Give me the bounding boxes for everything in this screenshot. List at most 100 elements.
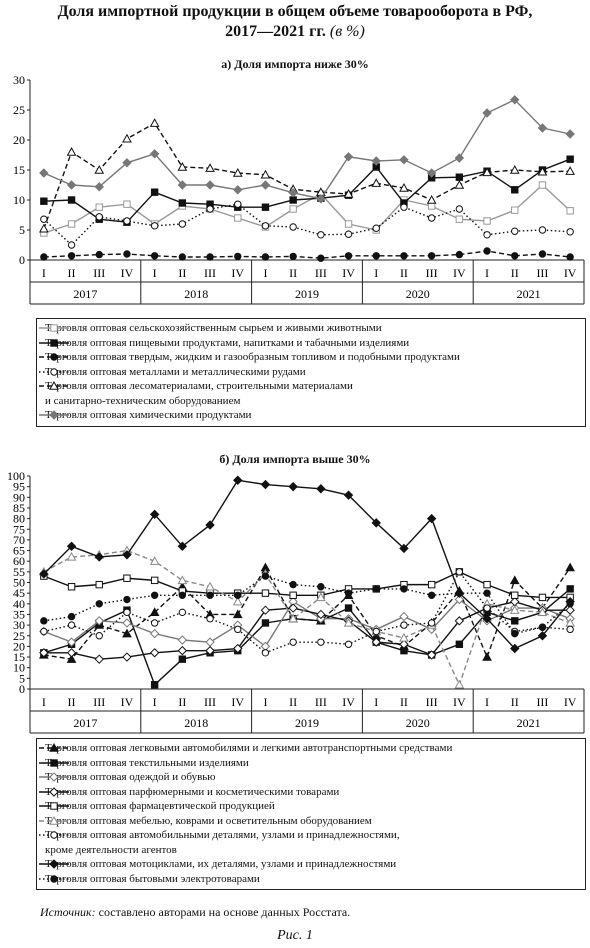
chart-a-series-3-point xyxy=(234,252,242,261)
chart-a-series-2-point xyxy=(511,186,519,194)
chart-a-quarter-label: IV xyxy=(121,266,134,280)
chart-a-series-5-point xyxy=(482,167,492,177)
chart-b-legend-marker xyxy=(50,802,58,810)
chart-a-series-3-line xyxy=(43,250,571,259)
chart-b-quarter-label: II xyxy=(178,695,186,709)
chart-title-years: 2017—2021 гг. xyxy=(225,23,326,40)
chart-b-series-7-point xyxy=(150,619,159,627)
chart-b-series-7-point xyxy=(123,608,131,617)
chart-a-series-5-point xyxy=(149,118,160,127)
chart-b-legend-marker xyxy=(50,831,58,839)
chart-b-series-7-point xyxy=(483,604,491,612)
chart-b-y-tick-label: 65 xyxy=(13,544,25,558)
chart-a-legend-label-text: Торговля оптовая твердым, жидким и газоо… xyxy=(45,351,460,363)
chart-b-legend-item: Торговля оптовая мотоциклами, их деталям… xyxy=(39,857,581,872)
chart-b-y-tick-label: 55 xyxy=(13,565,25,579)
chart-b-series-1-point xyxy=(66,654,77,663)
chart-a-series-5-line xyxy=(43,122,571,230)
chart-a-series-4-point xyxy=(178,220,187,228)
chart-a-legend-label-text: Торговля оптовая пищевыми продуктами, на… xyxy=(45,336,410,349)
chart-b-legend-label: Торговля оптовая текстильными изделиями xyxy=(41,756,581,771)
chart-a-y-tick-label: 25 xyxy=(13,103,25,117)
chart-a-legend-symbol xyxy=(39,410,69,420)
chart-b-legend-item: Торговля оптовая мебелью, коврами и осве… xyxy=(39,814,581,829)
source-note: Источник: составлено авторами на основе … xyxy=(40,905,350,920)
chart-a-series-1-point xyxy=(455,215,464,223)
chart-b-legend-marker xyxy=(49,786,59,797)
chart-a-series-4-point xyxy=(95,213,103,221)
chart-a-series-1-point xyxy=(123,200,131,208)
chart-a-series-6-point xyxy=(288,188,298,198)
chart-a-series-2-point xyxy=(455,173,464,181)
chart-b-series-8-point xyxy=(205,520,215,530)
chart-a-year-label: 2021 xyxy=(517,287,541,301)
chart-b-series-7-point xyxy=(261,649,270,657)
chart-b-quarter-label: IV xyxy=(564,695,577,709)
chart-b-series-9-point xyxy=(261,572,270,580)
chart-b-series-2-point xyxy=(566,585,574,593)
chart-a-series-6-point xyxy=(482,108,492,118)
chart-b-y-tick-label: 85 xyxy=(13,501,25,515)
chart-b-series-5-point xyxy=(123,574,131,582)
chart-b-series-9-point xyxy=(95,600,103,608)
chart-a-series-6-point xyxy=(233,185,243,195)
chart-b-series-8-point xyxy=(149,509,160,520)
chart-a-series-5-point xyxy=(537,166,548,176)
chart-a-y-tick-label: 15 xyxy=(13,163,25,177)
chart-b-series-8-point xyxy=(177,541,188,551)
chart-b-series-6-point xyxy=(177,575,188,585)
chart-b-quarter-label: III xyxy=(426,695,438,709)
chart-a-legend-symbol xyxy=(39,324,69,332)
chart-b-series-8-point xyxy=(482,614,492,624)
chart-a-series-3-point xyxy=(67,252,76,260)
chart-b-legend-item: Торговля оптовая бытовыми электротоварам… xyxy=(39,872,581,887)
chart-a-series-1-line xyxy=(43,184,571,234)
chart-a-legend-item: Торговля оптовая химическими продуктами xyxy=(39,408,581,423)
chart-a-series-3-point xyxy=(150,252,159,260)
chart-b-series-6-point xyxy=(537,607,548,617)
chart-b-y-tick-label: 90 xyxy=(13,490,25,504)
chart-a-y-tick-label: 20 xyxy=(13,133,25,147)
chart-b-series-5-point xyxy=(483,580,491,589)
chart-a-series-2-line xyxy=(43,158,571,223)
chart-b-series-8-point xyxy=(39,569,49,579)
chart-b-series-7-point xyxy=(455,568,464,576)
chart-b-legend-item: Торговля оптовая одеждой и обувью xyxy=(39,770,581,785)
chart-b-series-8-point xyxy=(343,490,354,500)
chart-a-series-4-line xyxy=(43,203,571,246)
chart-a-legend-label-text: Торговля оптовая лесоматериалами, строит… xyxy=(45,380,353,392)
chart-a-series-5-point xyxy=(177,161,188,171)
chart-b-series-2-point xyxy=(511,617,519,625)
chart-b-year-label: 2020 xyxy=(406,716,430,730)
chart-b-series-5-point xyxy=(538,593,547,602)
chart-a-series-4-point xyxy=(261,222,270,230)
chart-b-series-3-line xyxy=(43,598,571,648)
chart-b-series-8-point xyxy=(510,643,520,654)
chart-a-series-6-point xyxy=(343,152,354,162)
chart-b-series-7-point xyxy=(67,621,76,629)
chart-a-legend-label: Торговля оптовая химическими продуктами xyxy=(41,408,581,423)
chart-a-quarter-label: III xyxy=(536,266,548,280)
chart-b-quarter-label: I xyxy=(263,695,267,709)
chart-b-series-8-point xyxy=(94,552,104,562)
chart-b-series-9-point xyxy=(483,589,491,597)
panel-a-subtitle: а) Доля импорта ниже 30% xyxy=(221,57,369,71)
chart-b-series-5-point xyxy=(150,576,159,585)
chart-b-legend-symbol xyxy=(39,859,69,869)
chart-b-legend-item: Торговля оптовая текстильными изделиями xyxy=(39,756,581,771)
chart-a-series-1-point xyxy=(67,220,76,228)
chart-b-plot: 0510152025303540455055606570758085909510… xyxy=(7,469,585,734)
chart-b-series-1-point xyxy=(509,575,520,585)
chart-b-legend-item: Торговля оптовая парфюмерными и косметич… xyxy=(39,785,581,800)
chart-a-legend-label: Торговля оптовая твердым, жидким и газоо… xyxy=(41,350,581,365)
chart-b-legend-label: Торговля оптовая фармацевтической продук… xyxy=(41,799,581,814)
chart-a-legend-label: Торговля оптовая сельскохозяйственным сы… xyxy=(41,321,581,336)
chart-b-legend-item: Торговля оптовая автомобильными деталями… xyxy=(39,828,581,857)
chart-b-y-tick-label: 80 xyxy=(13,512,25,526)
chart-a-series-2-point xyxy=(261,203,270,211)
chart-b-quarter-label: IV xyxy=(342,695,355,709)
chart-a-series-1-point xyxy=(427,202,436,210)
chart-a-quarter-label: I xyxy=(485,266,489,280)
chart-b-legend-symbol xyxy=(39,742,69,752)
chart-a-legend-marker xyxy=(50,367,58,376)
